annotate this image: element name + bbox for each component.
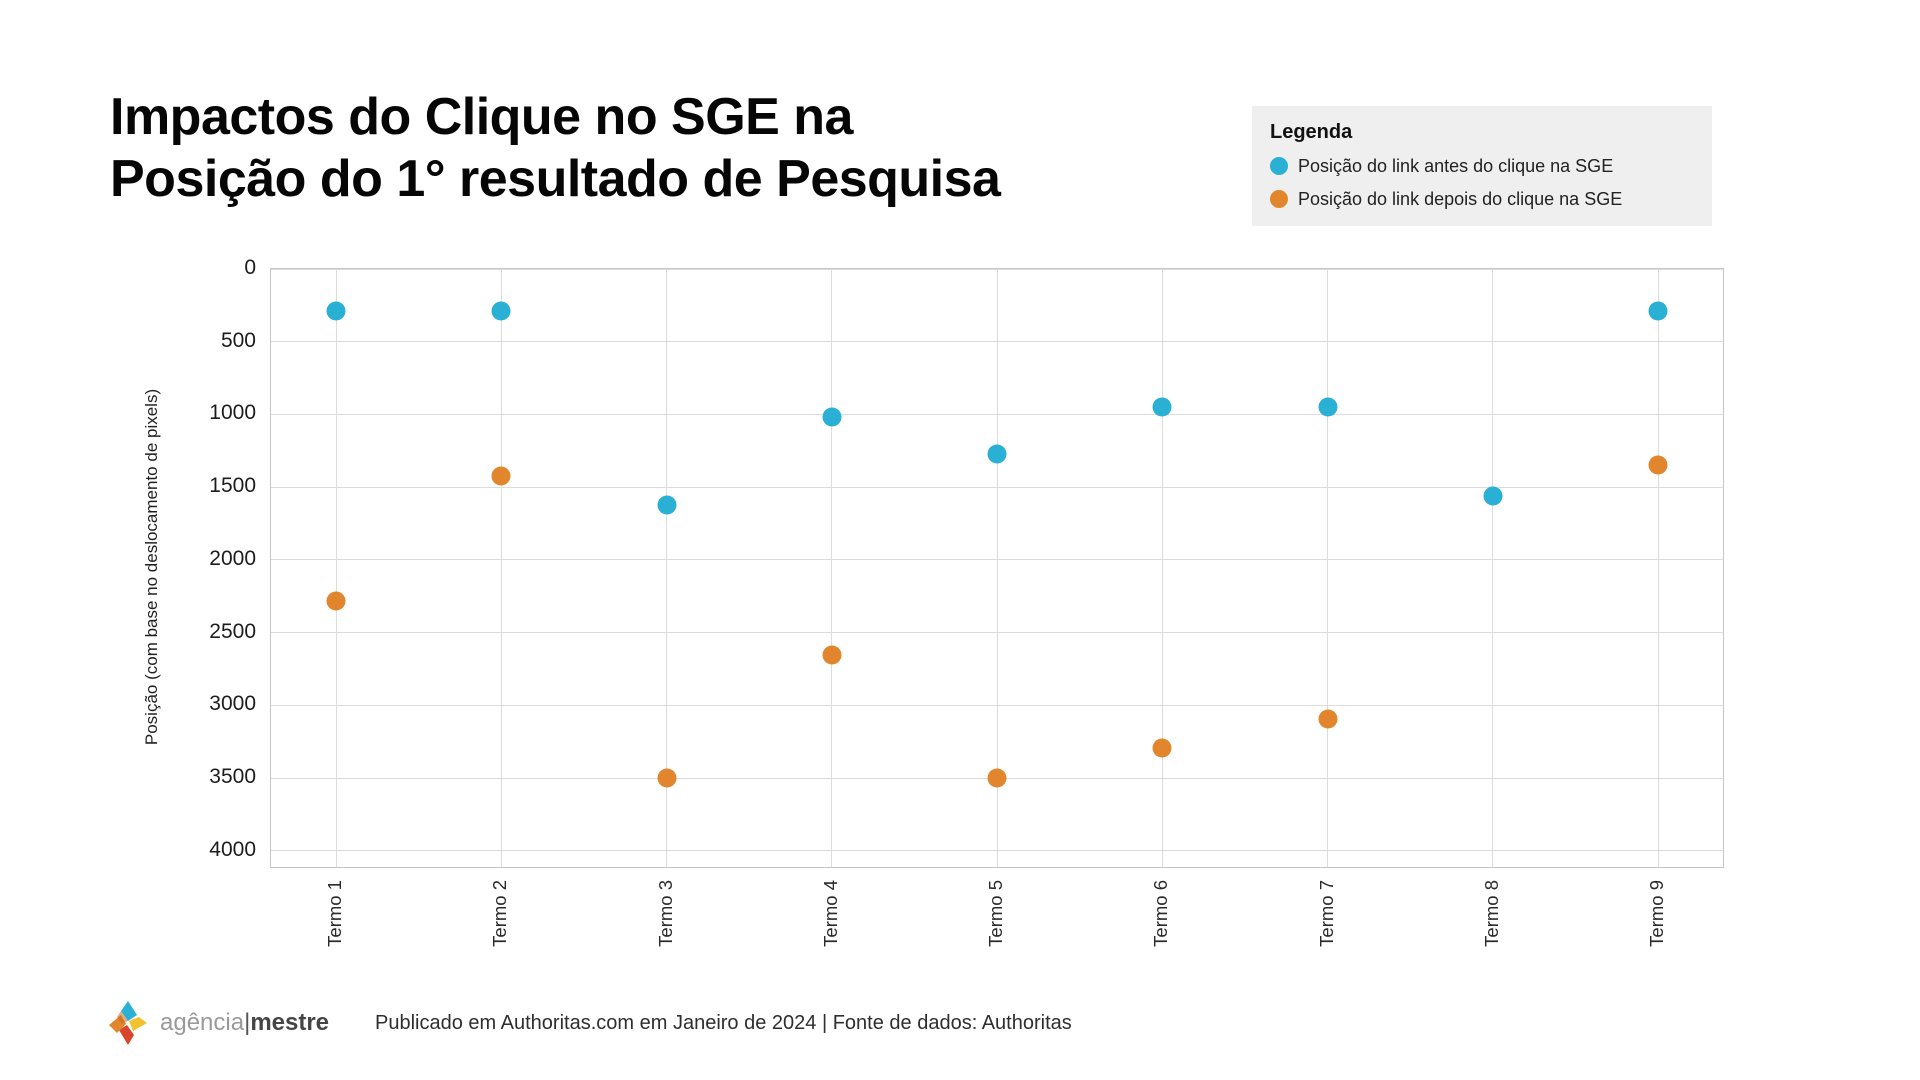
point-antes-termo-3[interactable] [657,495,676,515]
x-tick-label-4: Termo 4 [819,880,841,947]
footer: agência|mestre Publicado em Authoritas.c… [108,1000,1072,1046]
point-depois-termo-9[interactable] [1648,455,1668,475]
y-tick-label-3000: 3000 [209,692,256,716]
point-depois-termo-5[interactable] [987,768,1007,788]
gridline-v-8 [1492,269,1494,867]
brand-mestre: mestre [250,1009,330,1036]
y-tick-label-3500: 3500 [209,765,256,789]
x-tick-label-7: Termo 7 [1315,880,1337,947]
gridline-v-1 [335,269,337,867]
agencia-mestre-logo [109,1001,147,1045]
brand-separator: | [244,1009,251,1036]
chart-title-line2: Posição do 1° resultado de Pesquisa [110,150,1001,208]
chart-title: Impactos do Clique no SGE na Posição do … [110,86,1001,210]
legend-swatch-antes-icon [1270,157,1288,175]
point-depois-termo-3[interactable] [657,768,676,788]
brand-wordmark: agência|mestre [160,1009,329,1037]
gridline-v-3 [666,269,667,867]
x-tick-label-2: Termo 2 [489,880,511,947]
point-antes-termo-7[interactable] [1318,397,1337,417]
chart-title-line1: Impactos do Clique no SGE na [110,88,853,146]
plot-area [270,268,1724,868]
legend-title: Legenda [1270,121,1353,143]
point-depois-termo-4[interactable] [822,645,842,665]
point-depois-termo-6[interactable] [1152,738,1172,758]
point-antes-termo-6[interactable] [1152,397,1172,417]
gridline-v-9 [1657,269,1659,867]
x-tick-label-9: Termo 9 [1646,880,1667,947]
gridline-v-6 [1161,269,1163,867]
point-depois-termo-1[interactable] [326,591,346,611]
point-antes-termo-8[interactable] [1483,486,1503,506]
y-tick-label-2500: 2500 [209,619,256,643]
gridline-v-5 [996,269,998,867]
gridline-v-7 [1327,269,1328,867]
gridline-v-2 [500,269,502,867]
point-depois-termo-2[interactable] [491,466,511,486]
legend-item-depois[interactable]: Posição do link depois do clique na SGE [1270,188,1696,210]
y-axis-title: Posição (com base no deslocamento de pix… [142,388,161,746]
y-tick-label-2000: 2000 [209,546,256,570]
y-tick-label-1500: 1500 [209,474,256,498]
point-antes-termo-5[interactable] [987,444,1007,464]
brand-agencia: agência [160,1009,245,1036]
x-tick-label-6: Termo 6 [1150,880,1172,947]
point-antes-termo-1[interactable] [326,301,346,321]
gridline-v-4 [831,269,833,867]
point-depois-termo-7[interactable] [1318,709,1337,729]
x-tick-label-3: Termo 3 [654,880,676,947]
legend-label-depois: Posição do link depois do clique na SGE [1298,189,1623,209]
y-tick-label-500: 500 [220,328,256,352]
point-antes-termo-4[interactable] [822,407,842,427]
publication-note: Publicado em Authoritas.com em Janeiro d… [375,1011,1072,1034]
legend-label-antes: Posição do link antes do clique na SGE [1298,156,1614,176]
point-antes-termo-9[interactable] [1648,301,1668,321]
legend-item-antes[interactable]: Posição do link antes do clique na SGE [1270,155,1696,177]
x-tick-label-8: Termo 8 [1480,880,1502,947]
point-antes-termo-2[interactable] [491,301,511,321]
y-tick-label-4000: 4000 [209,837,256,861]
y-tick-label-0: 0 [244,256,256,279]
x-tick-label-1: Termo 1 [324,880,345,947]
legend-swatch-depois-icon [1270,190,1288,208]
legend: Legenda Posição do link antes do clique … [1252,106,1712,226]
x-tick-label-5: Termo 5 [985,880,1006,947]
y-tick-label-1000: 1000 [209,401,256,425]
